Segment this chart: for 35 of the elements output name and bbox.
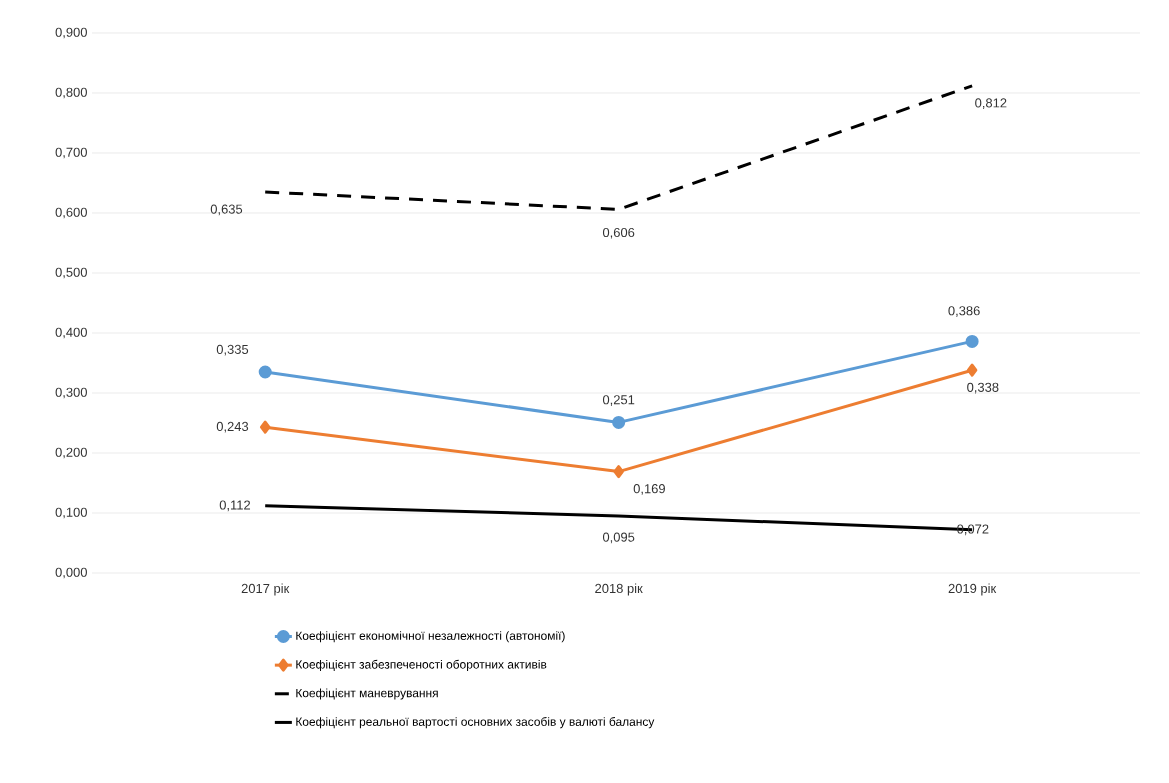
x-tick-label: 2019 рік <box>948 583 997 596</box>
y-tick-label: 0,700 <box>55 147 87 159</box>
data-label: 0,169 <box>633 484 665 495</box>
data-label: 0,606 <box>602 227 635 239</box>
legend-label: Коефіцієнт реальної вартості основних засобів у валюті балансу <box>296 717 655 729</box>
data-label: 0,072 <box>957 524 989 536</box>
data-label: 0,635 <box>210 204 243 216</box>
legend-label: Коефіцієнт забезпеченості оборотних активів <box>296 659 547 672</box>
y-tick-label: 0,500 <box>55 267 87 279</box>
data-label: 0,386 <box>948 306 980 317</box>
y-tick-label: 0,400 <box>55 327 87 339</box>
legend-label: Коефіцієнт маневрування <box>296 688 438 700</box>
data-label: 0,243 <box>216 421 249 433</box>
y-tick-label: 0,600 <box>55 207 87 219</box>
data-label: 0,095 <box>602 532 635 544</box>
data-label: 0,251 <box>602 395 635 406</box>
data-label: 0,338 <box>967 382 999 394</box>
data-label: 0,335 <box>216 344 249 356</box>
x-tick-label: 2018 рік <box>595 583 643 596</box>
y-tick-label: 0,900 <box>55 27 87 39</box>
x-tick-label: 2017 рік <box>241 583 290 596</box>
point <box>612 415 626 429</box>
legend-label: Коефіцієнт економічної незалежності (автономії) <box>296 631 565 643</box>
y-tick-label: 0,800 <box>55 87 87 99</box>
point <box>613 465 624 479</box>
point <box>259 420 271 434</box>
data-label: 0,812 <box>975 98 1007 110</box>
y-tick-label: 0,000 <box>55 567 87 579</box>
point <box>966 363 978 377</box>
y-tick-label: 0,100 <box>55 507 87 519</box>
point <box>965 334 979 348</box>
point <box>258 365 272 379</box>
data-label: 0,112 <box>219 500 251 512</box>
y-tick-label: 0,200 <box>55 447 87 459</box>
y-tick-label: 0,300 <box>55 387 87 399</box>
